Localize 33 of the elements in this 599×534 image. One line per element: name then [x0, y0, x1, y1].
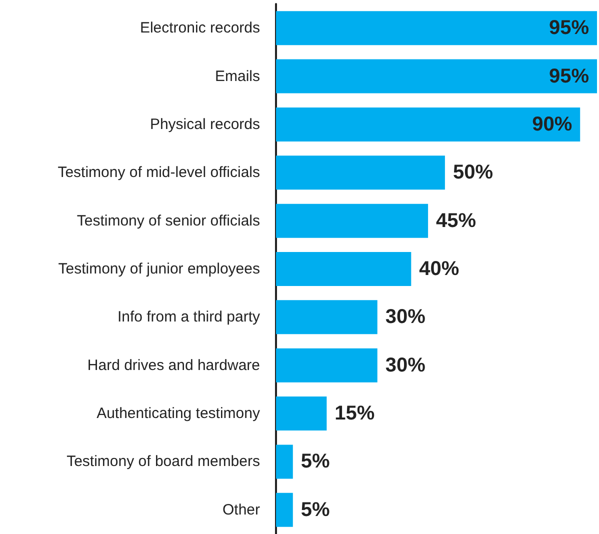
bar: [276, 11, 597, 46]
y-tick-label: Hard drives and hardware: [87, 356, 260, 374]
y-tick-label: Electronic records: [140, 20, 260, 37]
y-tick-label: Testimony of junior employees: [58, 260, 260, 278]
data-label: 5%: [300, 498, 330, 521]
data-label: 40%: [419, 258, 460, 280]
y-tick-label: Testimony of board members: [66, 453, 260, 470]
bar: [276, 59, 597, 94]
data-label: 95%: [548, 65, 590, 88]
y-tick-label: Emails: [214, 68, 260, 85]
y-tick-label: Testimony of senior officials: [76, 212, 260, 230]
y-tick-label: Info from a third party: [117, 308, 260, 326]
bar: [276, 444, 293, 479]
data-label: 30%: [385, 354, 426, 376]
bar: [276, 492, 293, 527]
bar: [276, 348, 378, 382]
bar: [276, 252, 412, 286]
y-tick-label: Authenticating testimony: [96, 405, 260, 422]
bar: [276, 300, 378, 334]
data-label: 15%: [334, 402, 375, 425]
data-label: 50%: [452, 162, 494, 184]
data-label: 5%: [300, 450, 330, 473]
bar: [276, 107, 580, 142]
data-label: 45%: [436, 210, 476, 232]
data-label: 30%: [385, 306, 426, 328]
bar: [276, 156, 445, 190]
bar: [276, 204, 428, 238]
data-label: 95%: [548, 17, 590, 40]
data-label: 90%: [532, 113, 572, 136]
y-tick-label: Other: [222, 501, 260, 518]
y-tick-label: Physical records: [150, 116, 260, 133]
bar: [276, 396, 327, 431]
y-tick-label: Testimony of mid-level officials: [58, 164, 260, 182]
